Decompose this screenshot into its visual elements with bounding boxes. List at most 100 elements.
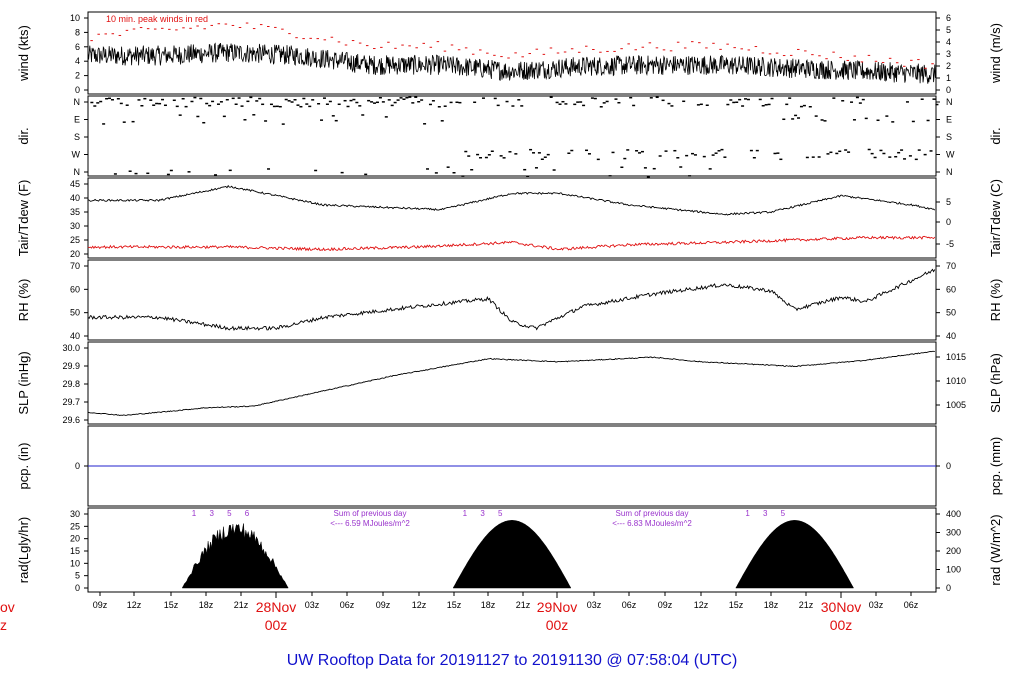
x-tick-label: 15z bbox=[729, 600, 744, 610]
tick-label-left-wind: 10 bbox=[70, 13, 80, 23]
tick-label-left-dir: N bbox=[74, 97, 81, 107]
panel-frame-rad bbox=[87, 507, 937, 593]
x-tick-label: 18z bbox=[764, 600, 779, 610]
panel-frame-temp bbox=[87, 177, 937, 259]
left-edge-time-label: z bbox=[0, 617, 7, 633]
radiation-sum-note-line1: Sum of previous day bbox=[616, 509, 689, 518]
tick-label-right-temp: -5 bbox=[946, 239, 954, 249]
tick-label-left-wind: 6 bbox=[75, 42, 80, 52]
tick-label-right-wind: 4 bbox=[946, 37, 951, 47]
sea-level-pressure-line bbox=[87, 350, 935, 416]
panel-frame-rh bbox=[87, 259, 937, 341]
date-label: 30Nov bbox=[821, 599, 861, 615]
x-tick-label: 03z bbox=[869, 600, 884, 610]
ylabel-left-wind: wind (kts) bbox=[16, 25, 31, 82]
radiation-hour-mark: 5 bbox=[781, 509, 786, 518]
x-tick-label: 03z bbox=[305, 600, 320, 610]
tick-label-right-rh: 40 bbox=[946, 331, 956, 341]
ylabel-right-wind: wind (m/s) bbox=[988, 23, 1003, 84]
tick-label-right-temp: 0 bbox=[946, 217, 951, 227]
radiation-hour-mark: 3 bbox=[480, 509, 485, 518]
tick-label-left-dir: E bbox=[74, 115, 80, 125]
x-tick-label: 03z bbox=[587, 600, 602, 610]
tick-label-left-rad: 5 bbox=[75, 571, 80, 581]
tick-label-left-rad: 0 bbox=[75, 583, 80, 593]
x-tick-label: 21z bbox=[799, 600, 814, 610]
x-tick-label: 06z bbox=[622, 600, 637, 610]
radiation-day-3 bbox=[735, 520, 854, 589]
tick-label-right-wind: 1 bbox=[946, 73, 951, 83]
tick-label-right-wind: 3 bbox=[946, 49, 951, 59]
tick-label-right-dir: N bbox=[946, 167, 953, 177]
x-tick-label: 12z bbox=[412, 600, 427, 610]
relative-humidity-line bbox=[87, 268, 936, 332]
radiation-hour-mark: 1 bbox=[463, 509, 468, 518]
x-tick-label: 15z bbox=[447, 600, 462, 610]
ylabel-left-temp: Tair/Tdew (F) bbox=[16, 180, 31, 257]
tick-label-left-wind: 8 bbox=[75, 27, 80, 37]
tick-label-left-wind: 0 bbox=[75, 85, 80, 95]
tick-label-left-rh: 40 bbox=[70, 331, 80, 341]
ylabel-right-rh: RH (%) bbox=[988, 279, 1003, 322]
radiation-hour-mark: 1 bbox=[192, 509, 197, 518]
tick-label-right-dir: E bbox=[946, 115, 952, 125]
tick-label-right-rad: 100 bbox=[946, 565, 961, 575]
tick-label-right-rad: 200 bbox=[946, 546, 961, 556]
date-time-label: 00z bbox=[265, 617, 288, 633]
radiation-day-1 bbox=[181, 523, 289, 589]
chart-title: UW Rooftop Data for 20191127 to 20191130… bbox=[287, 652, 738, 669]
tick-label-left-temp: 20 bbox=[70, 249, 80, 259]
tick-label-right-slp: 1010 bbox=[946, 376, 966, 386]
tick-label-left-rad: 30 bbox=[70, 509, 80, 519]
tick-label-left-rad: 20 bbox=[70, 534, 80, 544]
tick-label-right-slp: 1005 bbox=[946, 400, 966, 410]
radiation-hour-mark: 5 bbox=[227, 509, 232, 518]
radiation-sum-note-line1: Sum of previous day bbox=[334, 509, 407, 518]
panel-frame-dir bbox=[87, 95, 937, 177]
radiation-sum-note-line2: <--- 6.83 MJoules/m^2 bbox=[612, 519, 692, 528]
date-label: 28Nov bbox=[256, 599, 296, 615]
tick-label-left-slp: 29.8 bbox=[62, 379, 80, 389]
panel-frames bbox=[87, 11, 937, 593]
left-edge-date-label: ov bbox=[0, 599, 15, 615]
radiation-day-2 bbox=[452, 520, 572, 589]
tick-label-left-rad: 15 bbox=[70, 546, 80, 556]
tick-label-right-rad: 400 bbox=[946, 509, 961, 519]
x-tick-label: 21z bbox=[516, 600, 531, 610]
ylabel-left-rh: RH (%) bbox=[16, 279, 31, 322]
tick-label-left-dir: N bbox=[74, 167, 81, 177]
axes-layer: 02468100123456NWSENNWSEN202530354045-505… bbox=[62, 13, 966, 610]
wind-speed-line bbox=[87, 42, 937, 84]
radiation-sum-note-line2: <--- 6.59 MJoules/m^2 bbox=[330, 519, 410, 528]
ylabel-left-rad: rad(Lgly/hr) bbox=[16, 517, 31, 583]
ylabel-right-pcp: pcp. (mm) bbox=[988, 437, 1003, 496]
x-tick-label: 18z bbox=[481, 600, 496, 610]
tick-label-right-slp: 1015 bbox=[946, 352, 966, 362]
series-layer bbox=[87, 22, 939, 589]
tick-label-left-temp: 40 bbox=[70, 193, 80, 203]
dewpoint-line bbox=[87, 235, 936, 252]
ylabel-right-temp: Tair/Tdew (C) bbox=[988, 179, 1003, 257]
radiation-hour-mark: 3 bbox=[763, 509, 768, 518]
tick-label-left-temp: 30 bbox=[70, 221, 80, 231]
tick-label-left-pcp: 0 bbox=[75, 461, 80, 471]
tick-label-left-dir: W bbox=[72, 150, 81, 160]
tick-label-right-wind: 2 bbox=[946, 61, 951, 71]
tick-label-right-dir: W bbox=[946, 150, 955, 160]
peak-wind-note: 10 min. peak winds in red bbox=[106, 14, 208, 24]
tick-label-right-wind: 6 bbox=[946, 13, 951, 23]
x-tick-label: 09z bbox=[93, 600, 108, 610]
x-tick-label: 06z bbox=[340, 600, 355, 610]
tick-label-left-slp: 29.7 bbox=[62, 397, 80, 407]
tick-label-right-pcp: 0 bbox=[946, 461, 951, 471]
tick-label-right-rad: 300 bbox=[946, 528, 961, 538]
tick-label-left-rh: 50 bbox=[70, 308, 80, 318]
radiation-hour-mark: 3 bbox=[209, 509, 214, 518]
tick-label-left-rh: 60 bbox=[70, 284, 80, 294]
tick-label-left-rad: 25 bbox=[70, 521, 80, 531]
x-tick-label: 15z bbox=[164, 600, 179, 610]
x-tick-label: 12z bbox=[127, 600, 142, 610]
x-tick-label: 09z bbox=[376, 600, 391, 610]
tick-label-left-dir: S bbox=[74, 132, 80, 142]
